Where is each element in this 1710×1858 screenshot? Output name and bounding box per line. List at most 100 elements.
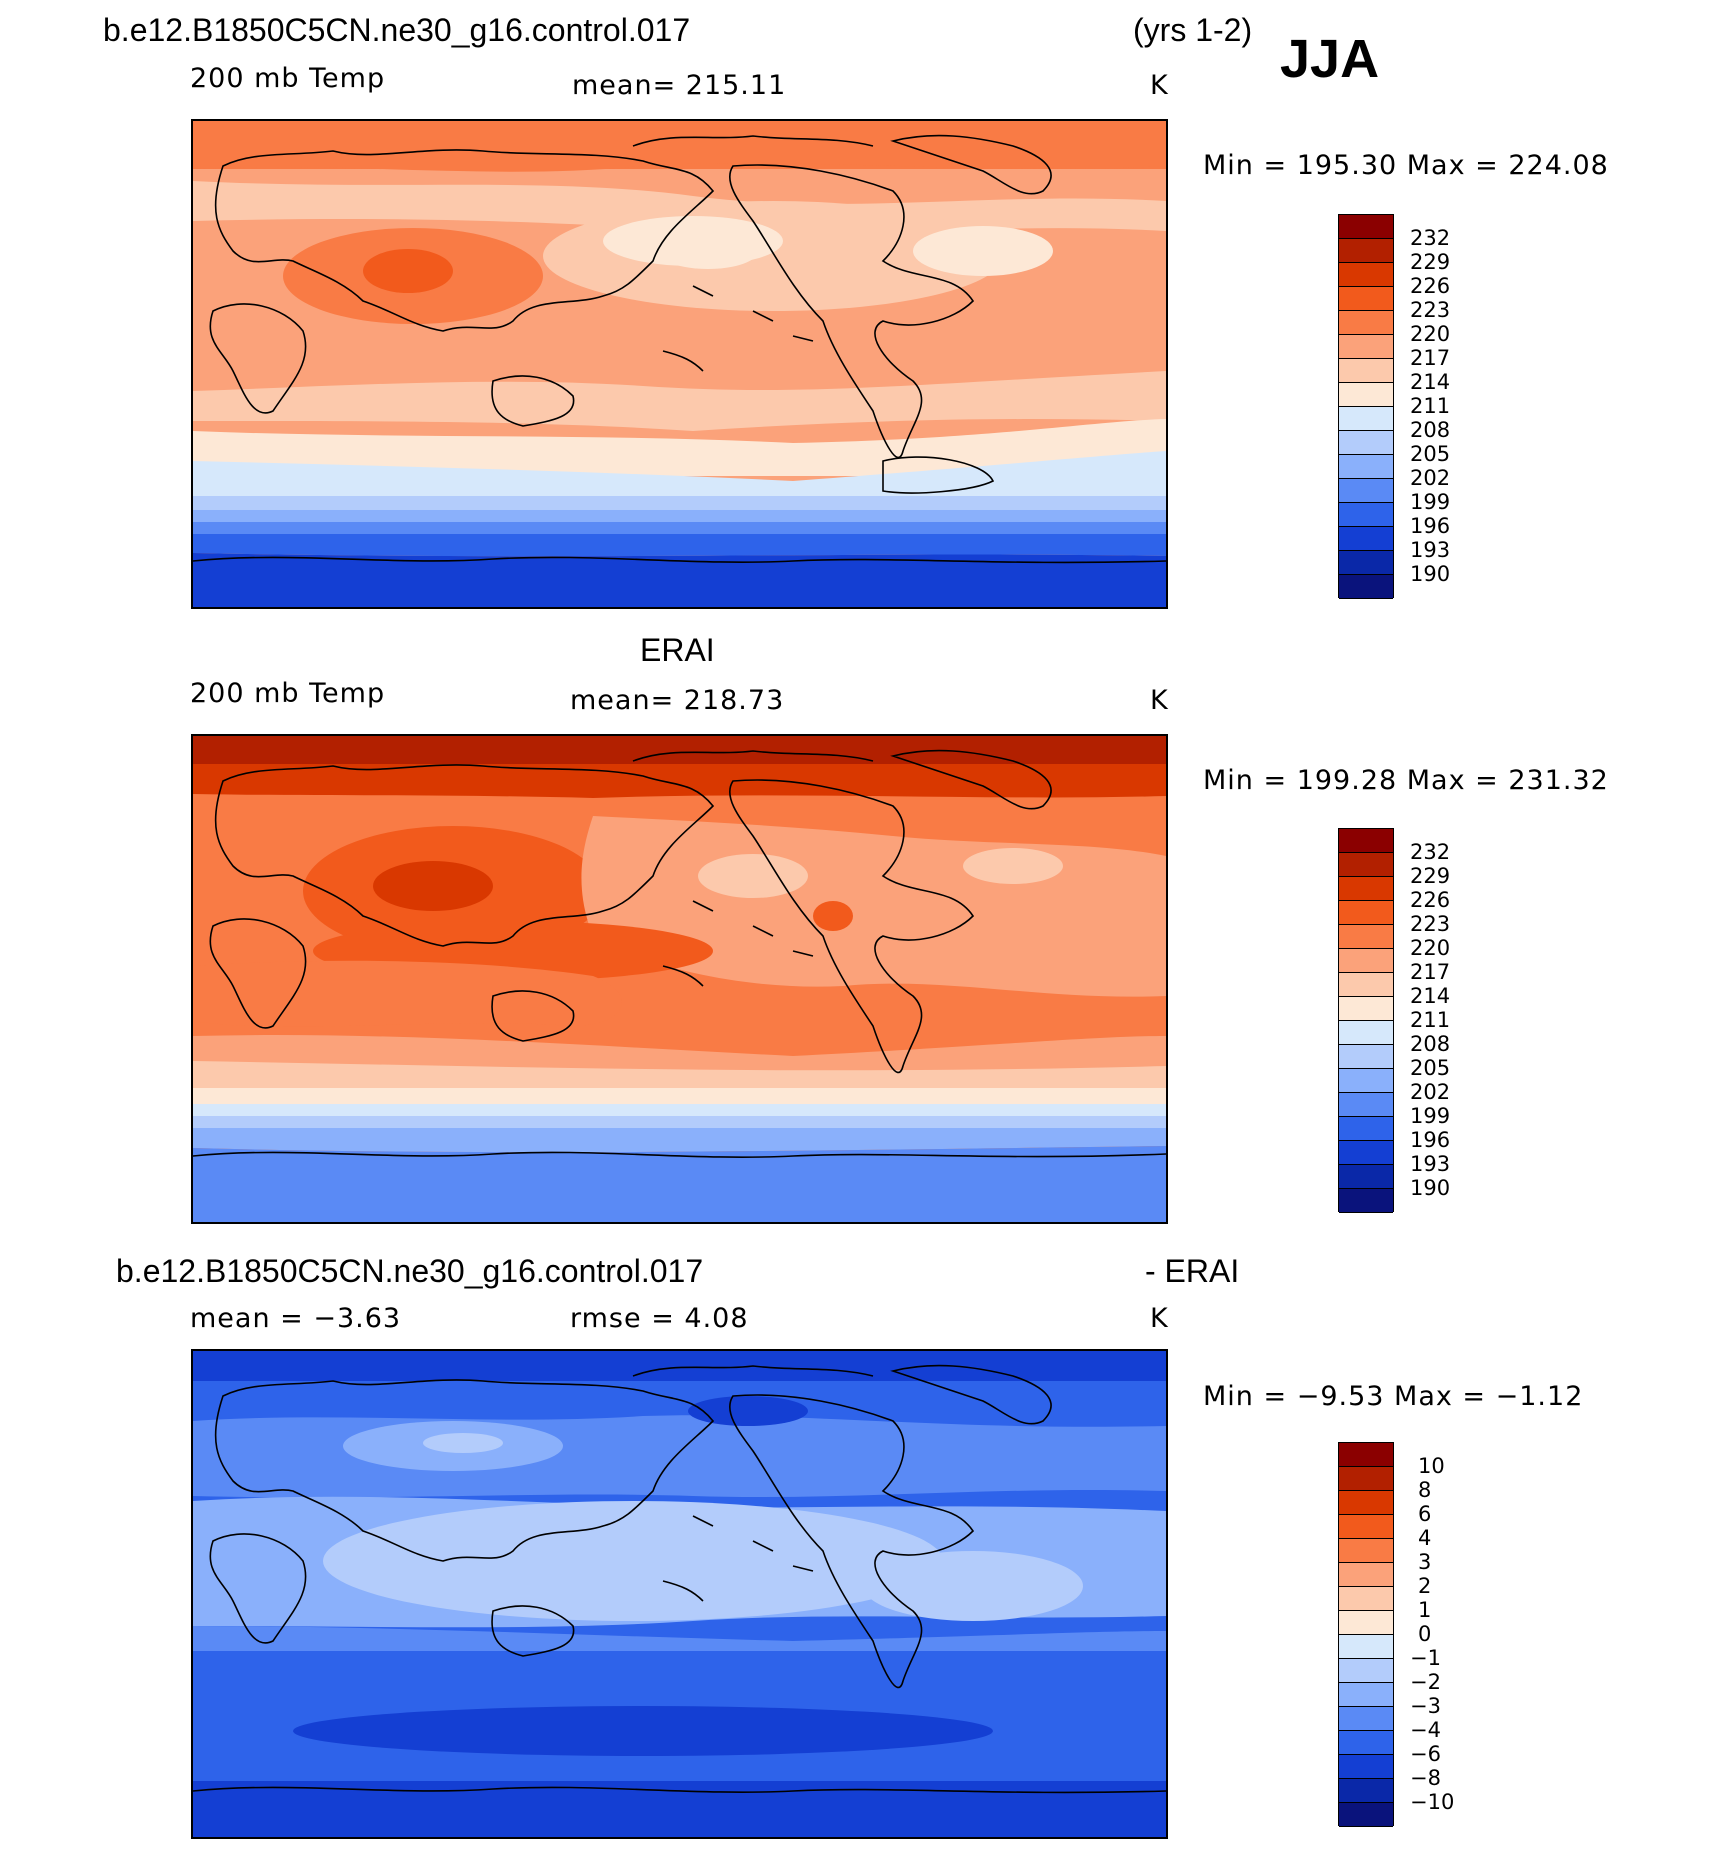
colorbar-tick: 199 bbox=[1410, 490, 1451, 514]
colorbar-tick: −2 bbox=[1410, 1670, 1441, 1694]
colorbar-swatch bbox=[1339, 1683, 1393, 1707]
colorbar-swatch bbox=[1339, 1117, 1393, 1141]
panel3-colorbar-swatches bbox=[1338, 1442, 1394, 1827]
colorbar-tick: 202 bbox=[1410, 466, 1451, 490]
colorbar-swatch bbox=[1339, 925, 1393, 949]
colorbar-tick: 208 bbox=[1410, 1032, 1451, 1056]
years-label: (yrs 1-2) bbox=[1133, 12, 1253, 48]
colorbar-tick: −6 bbox=[1410, 1742, 1441, 1766]
colorbar-tick: 0 bbox=[1418, 1622, 1432, 1646]
colorbar-swatch bbox=[1339, 575, 1393, 599]
colorbar-swatch bbox=[1339, 1635, 1393, 1659]
colorbar-swatch bbox=[1339, 239, 1393, 263]
colorbar-tick: −8 bbox=[1410, 1766, 1441, 1790]
panel2-map bbox=[191, 734, 1168, 1224]
colorbar-tick: 223 bbox=[1410, 912, 1451, 936]
panel3-minmax: Min = −9.53 Max = −1.12 bbox=[1203, 1381, 1584, 1412]
colorbar-tick: 226 bbox=[1410, 274, 1451, 298]
colorbar-swatch bbox=[1339, 1659, 1393, 1683]
colorbar-tick: 232 bbox=[1410, 226, 1451, 250]
panel3-map bbox=[191, 1349, 1168, 1839]
panel2-colorbar bbox=[1338, 828, 1394, 1213]
season-label: JJA bbox=[1280, 29, 1380, 89]
panel1-units: K bbox=[1150, 70, 1169, 101]
panel3-mean-label: mean = −3.63 bbox=[190, 1303, 402, 1334]
colorbar-swatch bbox=[1339, 359, 1393, 383]
colorbar-swatch bbox=[1339, 1515, 1393, 1539]
colorbar-tick: 190 bbox=[1410, 1176, 1451, 1200]
panel1-colorbar-swatches bbox=[1338, 214, 1394, 599]
colorbar-tick: 1 bbox=[1418, 1598, 1432, 1622]
panel1-variable-label: 200 mb Temp bbox=[190, 63, 386, 94]
panel2-colorbar-swatches bbox=[1338, 828, 1394, 1213]
colorbar-tick: 226 bbox=[1410, 888, 1451, 912]
colorbar-tick: 2 bbox=[1418, 1574, 1432, 1598]
colorbar-swatch bbox=[1339, 1803, 1393, 1827]
colorbar-swatch bbox=[1339, 1467, 1393, 1491]
colorbar-swatch bbox=[1339, 1069, 1393, 1093]
colorbar-swatch bbox=[1339, 431, 1393, 455]
colorbar-tick: 10 bbox=[1418, 1454, 1445, 1478]
colorbar-swatch bbox=[1339, 973, 1393, 997]
colorbar-swatch bbox=[1339, 1491, 1393, 1515]
colorbar-tick: 217 bbox=[1410, 346, 1451, 370]
colorbar-swatch bbox=[1339, 901, 1393, 925]
colorbar-swatch bbox=[1339, 1443, 1393, 1467]
panel3-colorbar bbox=[1338, 1442, 1394, 1827]
colorbar-swatch bbox=[1339, 949, 1393, 973]
colorbar-tick: −10 bbox=[1410, 1790, 1455, 1814]
colorbar-tick: −1 bbox=[1410, 1646, 1441, 1670]
colorbar-swatch bbox=[1339, 263, 1393, 287]
colorbar-swatch bbox=[1339, 1045, 1393, 1069]
colorbar-tick: 229 bbox=[1410, 864, 1451, 888]
panel3-title-left: b.e12.B1850C5CN.ne30_g16.control.017 bbox=[116, 1253, 704, 1289]
colorbar-swatch bbox=[1339, 311, 1393, 335]
colorbar-tick: 232 bbox=[1410, 840, 1451, 864]
panel3-title-right: - ERAI bbox=[1145, 1253, 1240, 1289]
colorbar-tick: 211 bbox=[1410, 394, 1451, 418]
colorbar-swatch bbox=[1339, 455, 1393, 479]
colorbar-swatch bbox=[1339, 1731, 1393, 1755]
colorbar-swatch bbox=[1339, 853, 1393, 877]
colorbar-tick: 220 bbox=[1410, 322, 1451, 346]
colorbar-tick: 217 bbox=[1410, 960, 1451, 984]
colorbar-swatch bbox=[1339, 997, 1393, 1021]
colorbar-swatch bbox=[1339, 1093, 1393, 1117]
colorbar-swatch bbox=[1339, 383, 1393, 407]
colorbar-tick: 211 bbox=[1410, 1008, 1451, 1032]
colorbar-tick: 199 bbox=[1410, 1104, 1451, 1128]
colorbar-swatch bbox=[1339, 1779, 1393, 1803]
colorbar-tick: 205 bbox=[1410, 442, 1451, 466]
colorbar-tick: 208 bbox=[1410, 418, 1451, 442]
panel2-units: K bbox=[1150, 685, 1169, 716]
panel1-minmax: Min = 195.30 Max = 224.08 bbox=[1203, 150, 1609, 181]
colorbar-tick: 202 bbox=[1410, 1080, 1451, 1104]
colorbar-swatch bbox=[1339, 1587, 1393, 1611]
panel2-mean-label: mean= 218.73 bbox=[570, 685, 785, 716]
colorbar-swatch bbox=[1339, 407, 1393, 431]
colorbar-tick: 205 bbox=[1410, 1056, 1451, 1080]
panel2-variable-label: 200 mb Temp bbox=[190, 678, 386, 709]
colorbar-tick: −4 bbox=[1410, 1718, 1441, 1742]
colorbar-tick: 3 bbox=[1418, 1550, 1432, 1574]
colorbar-tick: 193 bbox=[1410, 538, 1451, 562]
colorbar-swatch bbox=[1339, 829, 1393, 853]
colorbar-swatch bbox=[1339, 479, 1393, 503]
colorbar-swatch bbox=[1339, 1021, 1393, 1045]
colorbar-swatch bbox=[1339, 215, 1393, 239]
colorbar-tick: 190 bbox=[1410, 562, 1451, 586]
colorbar-tick: 220 bbox=[1410, 936, 1451, 960]
colorbar-swatch bbox=[1339, 1707, 1393, 1731]
colorbar-tick: −3 bbox=[1410, 1694, 1441, 1718]
panel2-title: ERAI bbox=[640, 632, 715, 668]
colorbar-swatch bbox=[1339, 527, 1393, 551]
colorbar-swatch bbox=[1339, 1563, 1393, 1587]
colorbar-swatch bbox=[1339, 1611, 1393, 1635]
colorbar-swatch bbox=[1339, 1539, 1393, 1563]
colorbar-tick: 196 bbox=[1410, 514, 1451, 538]
colorbar-swatch bbox=[1339, 551, 1393, 575]
colorbar-tick: 8 bbox=[1418, 1478, 1432, 1502]
colorbar-tick: 223 bbox=[1410, 298, 1451, 322]
panel1-mean-label: mean= 215.11 bbox=[572, 70, 787, 101]
colorbar-swatch bbox=[1339, 335, 1393, 359]
